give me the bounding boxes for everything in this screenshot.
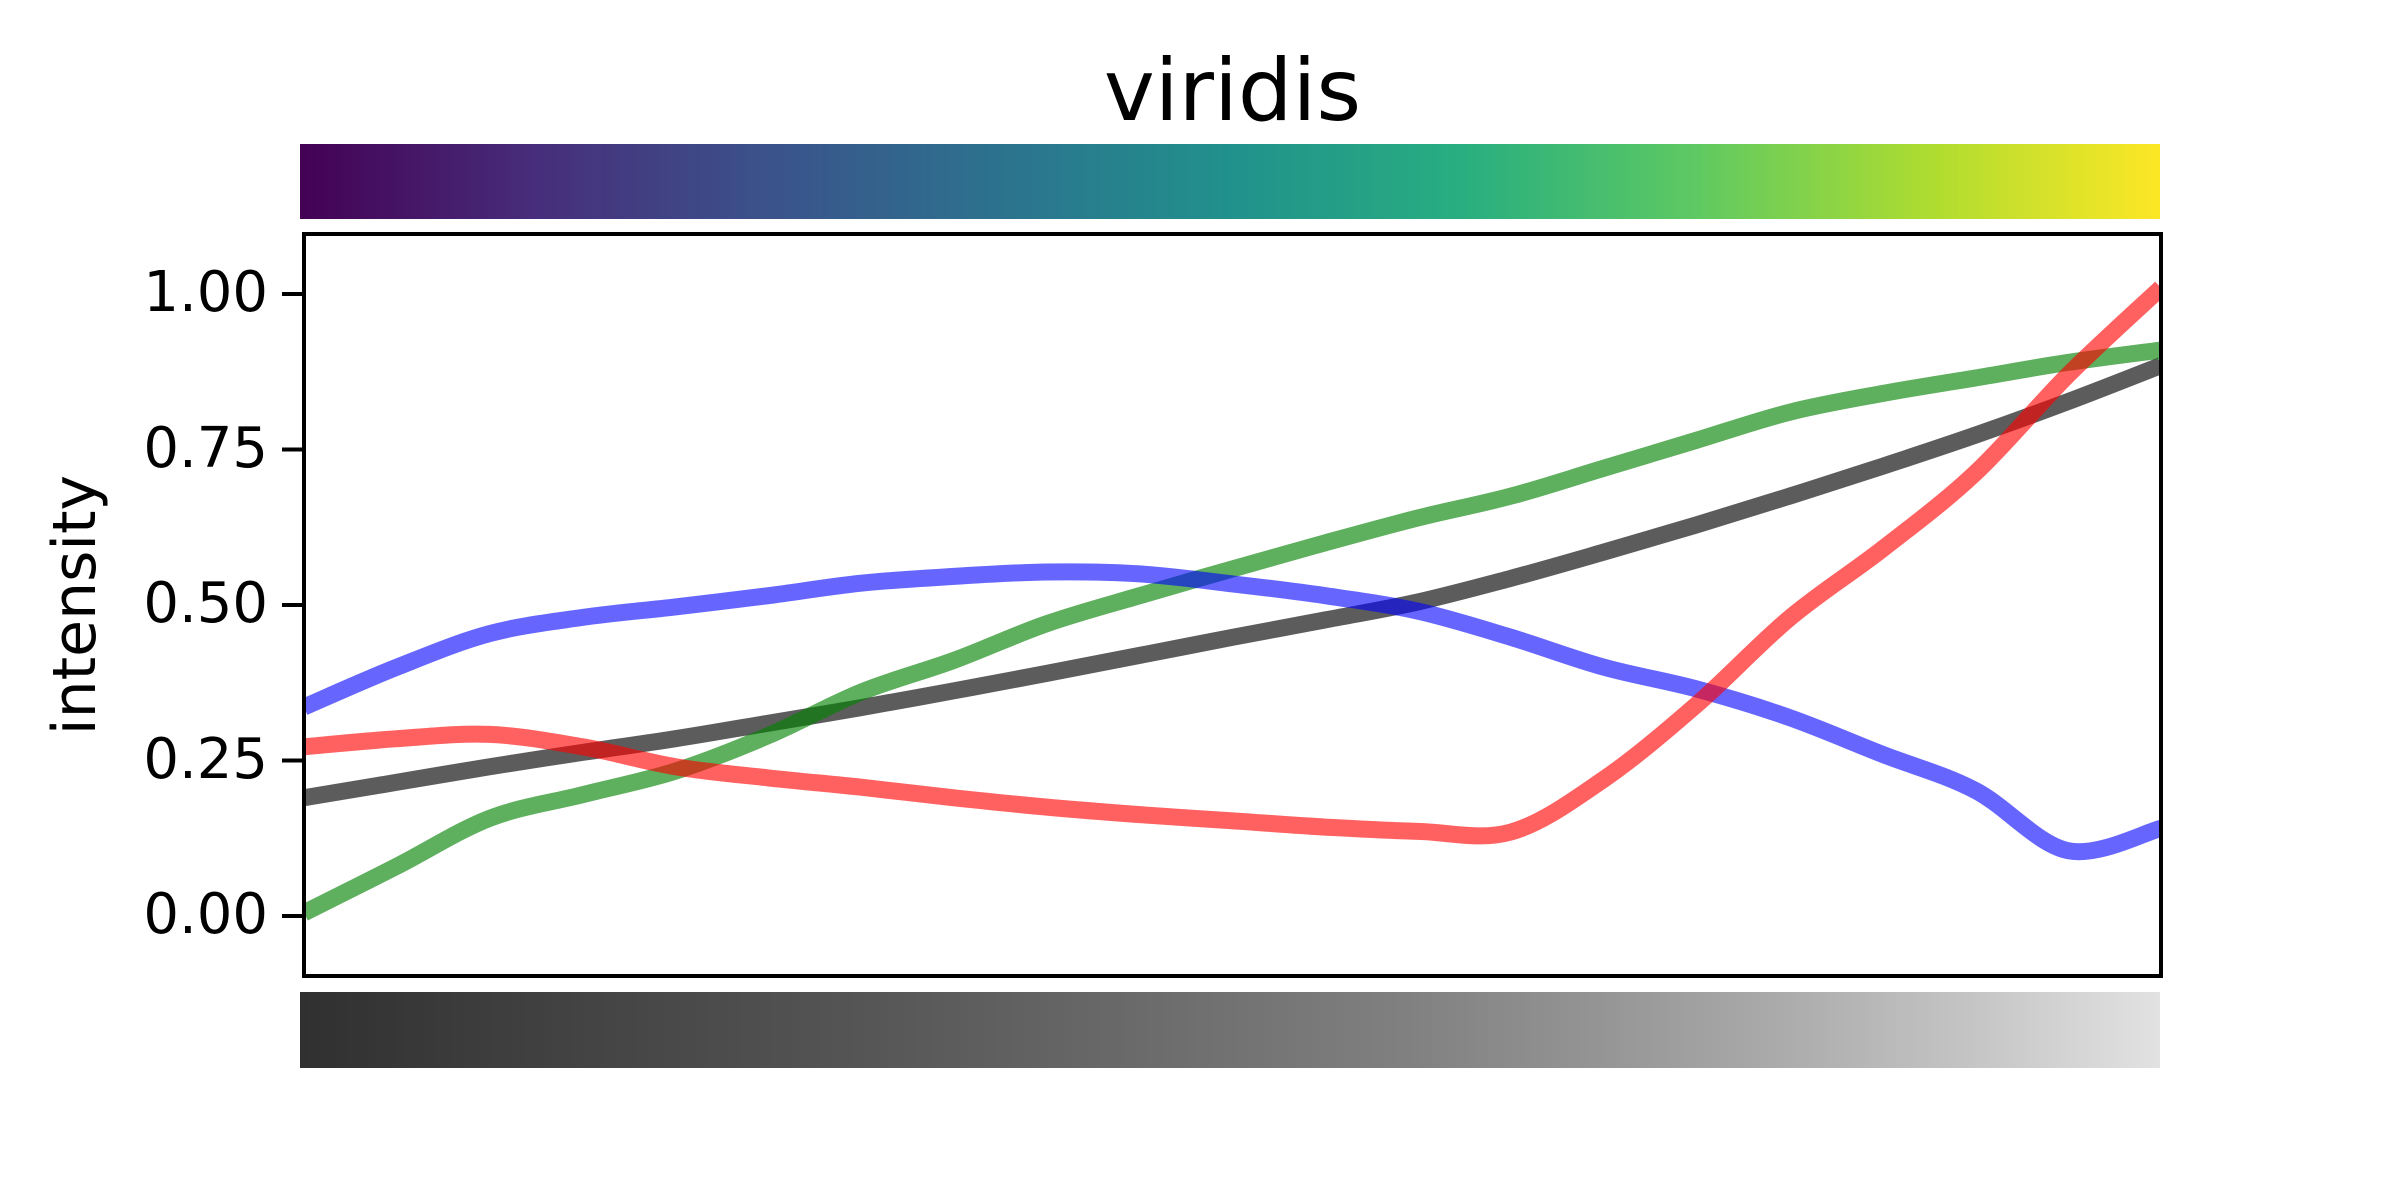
chart-title: viridis	[1103, 41, 1362, 141]
y-tick-label-0.00: 0.00	[143, 882, 268, 948]
curve-green-channel	[304, 341, 2161, 921]
y-tick-label-0.50: 0.50	[143, 571, 268, 637]
grayscale-colorbar	[300, 992, 2160, 1068]
viridis-colorbar	[300, 144, 2160, 219]
axes-frame	[302, 232, 2163, 978]
y-tick-label-1.00: 1.00	[143, 260, 268, 326]
y-tick-label-0.25: 0.25	[143, 726, 268, 792]
y-tick-label-0.75: 0.75	[143, 415, 268, 481]
plot-canvas	[282, 232, 2163, 978]
curve-blue-channel	[304, 563, 2161, 861]
curve-red-channel	[304, 281, 2161, 845]
plot-area	[282, 232, 2163, 978]
